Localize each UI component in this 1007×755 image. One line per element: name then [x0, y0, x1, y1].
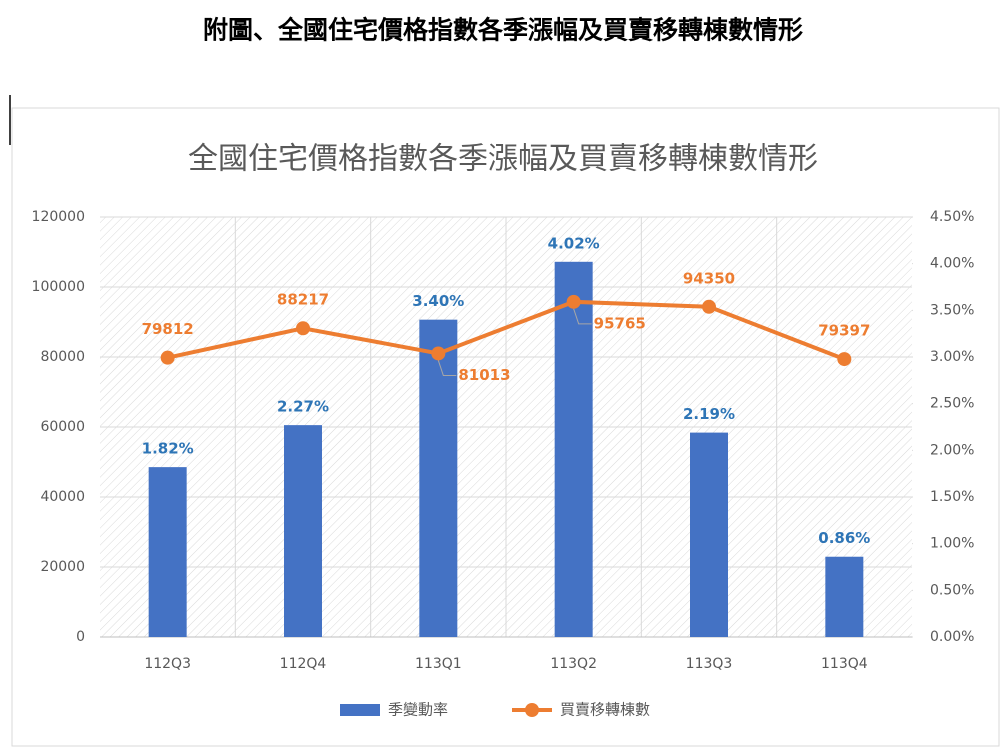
x-tick-label: 112Q3: [144, 656, 191, 672]
line-marker: [431, 346, 446, 361]
bar-value-label: 2.19%: [683, 405, 735, 423]
y2-tick-label: 3.50%: [930, 302, 974, 318]
y2-tick-label: 3.00%: [930, 349, 974, 365]
bar-value-label: 2.27%: [277, 398, 329, 416]
line-marker: [296, 321, 310, 336]
y-tick-label: 0: [76, 629, 85, 645]
bar: [690, 432, 728, 637]
legend-marker: [525, 703, 539, 717]
y-tick-label: 40000: [40, 489, 85, 505]
line-marker: [160, 350, 175, 365]
y2-tick-label: 2.50%: [930, 396, 974, 412]
line-marker: [566, 294, 581, 309]
bar: [554, 261, 593, 637]
x-tick-label: 113Q2: [550, 656, 597, 672]
y2-tick-label: 0.00%: [930, 629, 974, 645]
bar-value-label: 0.86%: [818, 529, 870, 547]
bar-value-label: 1.82%: [142, 440, 194, 458]
legend-label: 買賣移轉棟數: [560, 701, 650, 719]
y2-tick-label: 2.00%: [930, 442, 974, 458]
bar: [284, 425, 322, 637]
line-value-label: 79812: [142, 320, 194, 338]
line-value-label: 95765: [594, 314, 646, 332]
x-tick-label: 112Q4: [280, 656, 327, 672]
line-marker: [837, 352, 852, 367]
page-heading: 附圖、全國住宅價格指數各季漲幅及買賣移轉棟數情形: [203, 16, 803, 45]
y2-tick-label: 4.00%: [930, 256, 974, 272]
y-tick-label: 20000: [40, 559, 85, 575]
line-value-label: 79397: [818, 322, 870, 340]
y-tick-label: 80000: [40, 349, 85, 365]
bar: [825, 556, 864, 637]
y2-tick-label: 0.50%: [930, 582, 974, 598]
x-tick-label: 113Q4: [821, 656, 868, 672]
y2-tick-label: 1.00%: [930, 536, 974, 552]
bar-value-label: 3.40%: [412, 292, 464, 310]
legend-label: 季變動率: [388, 701, 448, 719]
line-value-label: 94350: [683, 269, 735, 287]
line-value-label: 81013: [458, 366, 510, 384]
legend-swatch: [340, 704, 380, 716]
bar-value-label: 4.02%: [548, 234, 600, 252]
line: [167, 299, 846, 361]
y-tick-label: 100000: [32, 279, 85, 295]
x-tick-label: 113Q3: [686, 656, 733, 672]
y-tick-label: 120000: [32, 209, 85, 225]
y-tick-label: 60000: [40, 419, 85, 435]
bar: [419, 319, 458, 637]
bar: [148, 467, 187, 637]
y2-tick-label: 1.50%: [930, 489, 974, 505]
line-marker: [702, 299, 716, 314]
leader-line: [437, 360, 457, 376]
leader-line: [573, 308, 592, 325]
y2-tick-label: 4.50%: [930, 209, 974, 225]
line-value-label: 88217: [277, 291, 329, 309]
x-tick-label: 113Q1: [415, 656, 462, 672]
chart-title: 全國住宅價格指數各季漲幅及買賣移轉棟數情形: [188, 142, 818, 177]
